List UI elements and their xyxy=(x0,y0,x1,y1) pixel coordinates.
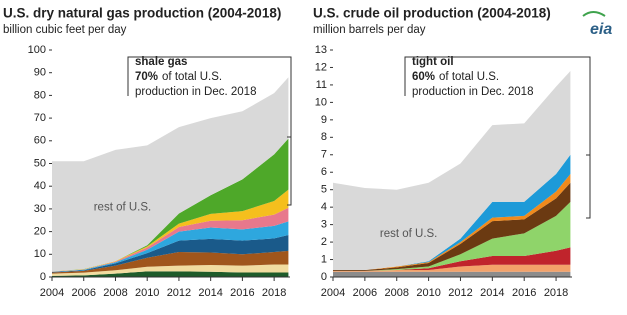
y-tick-label: 7 xyxy=(321,149,327,161)
x-tick-label: 2012 xyxy=(448,287,472,299)
area xyxy=(333,264,571,272)
y-tick-label: 1 xyxy=(321,253,327,265)
y-tick-label: 30 xyxy=(34,203,46,215)
y-tick-label: 11 xyxy=(316,79,327,91)
y-tick-label: 40 xyxy=(34,180,46,192)
area xyxy=(333,271,571,277)
area xyxy=(52,189,289,272)
area xyxy=(52,221,289,273)
chart-subtitle: million barrels per day xyxy=(313,24,426,36)
annotation-text: of total U.S. xyxy=(439,71,499,83)
series-label: rest of U.S. xyxy=(94,201,152,213)
area xyxy=(333,247,571,271)
area xyxy=(52,264,289,276)
x-tick-label: 2008 xyxy=(103,287,127,299)
area xyxy=(52,271,289,277)
x-tick-label: 2010 xyxy=(135,287,159,299)
logo-arc xyxy=(582,11,606,17)
y-tick-label: 13 xyxy=(315,44,327,56)
area xyxy=(52,235,289,273)
x-tick-label: 2006 xyxy=(353,287,377,299)
y-tick-label: 50 xyxy=(34,157,46,169)
y-tick-label: 12 xyxy=(315,61,327,73)
y-tick-label: 10 xyxy=(315,96,327,108)
x-tick-label: 2016 xyxy=(230,287,254,299)
logo: eia xyxy=(590,21,612,38)
x-tick-label: 2016 xyxy=(512,287,536,299)
area xyxy=(333,201,571,271)
x-tick-label: 2014 xyxy=(198,287,222,299)
y-tick-label: 6 xyxy=(321,166,327,178)
x-tick-label: 2018 xyxy=(544,287,568,299)
y-tick-label: 4 xyxy=(321,201,327,213)
x-tick-label: 2018 xyxy=(262,287,286,299)
y-tick-label: 0 xyxy=(321,271,327,283)
annotation-bracket xyxy=(404,56,591,219)
series-label: rest of U.S. xyxy=(380,228,438,240)
x-tick-label: 2006 xyxy=(71,287,95,299)
annotation-text2: production in Dec. 2018 xyxy=(412,86,533,98)
area xyxy=(52,138,289,272)
annotation-text: of total U.S. xyxy=(162,71,222,83)
annotation-bracket xyxy=(127,56,292,206)
area xyxy=(52,207,289,272)
area xyxy=(333,154,571,271)
area xyxy=(333,70,571,271)
annotation-title: tight oil xyxy=(412,56,454,68)
y-tick-label: 9 xyxy=(321,114,327,126)
chart-title: U.S. dry natural gas production (2004-20… xyxy=(3,6,281,21)
y-tick-label: 10 xyxy=(34,248,46,260)
x-tick-label: 2010 xyxy=(416,287,440,299)
y-tick-label: 8 xyxy=(321,131,327,143)
y-tick-label: 100 xyxy=(28,44,46,56)
x-tick-label: 2004 xyxy=(321,287,345,299)
annotation-title: shale gas xyxy=(135,56,187,68)
y-tick-label: 60 xyxy=(34,135,46,147)
area xyxy=(52,250,289,274)
y-tick-label: 70 xyxy=(34,112,46,124)
annotation-line: 60% of total U.S. xyxy=(412,71,499,83)
y-tick-label: 3 xyxy=(321,219,327,231)
x-tick-label: 2008 xyxy=(384,287,408,299)
y-tick-label: 2 xyxy=(321,236,327,248)
y-tick-label: 5 xyxy=(321,184,327,196)
area xyxy=(52,77,289,272)
y-tick-label: 20 xyxy=(34,226,46,238)
x-tick-label: 2012 xyxy=(167,287,191,299)
annotation-text2: production in Dec. 2018 xyxy=(135,86,256,98)
area xyxy=(333,182,571,271)
y-tick-label: 90 xyxy=(34,67,46,79)
y-tick-label: 0 xyxy=(40,271,46,283)
x-tick-label: 2004 xyxy=(40,287,64,299)
annotation-share: 70% xyxy=(135,71,158,83)
annotation-line: 70% of total U.S. xyxy=(135,71,222,83)
chart-title: U.S. crude oil production (2004-2018) xyxy=(313,6,551,21)
chart-subtitle: billion cubic feet per day xyxy=(3,24,127,36)
y-tick-label: 80 xyxy=(34,89,46,101)
x-tick-label: 2014 xyxy=(480,287,504,299)
annotation-share: 60% xyxy=(412,71,435,83)
